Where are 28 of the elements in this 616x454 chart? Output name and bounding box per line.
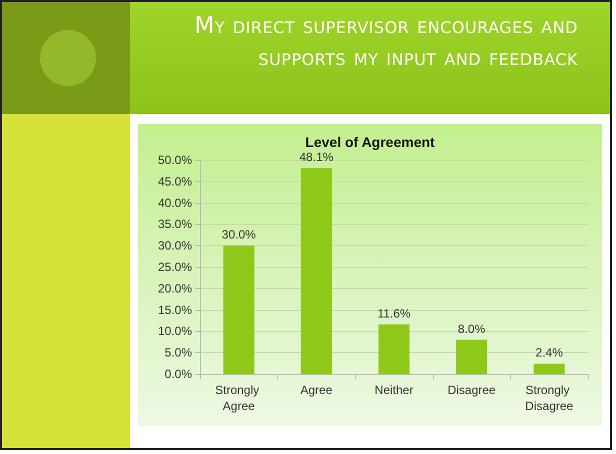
y-tick-label: 35.0% (158, 217, 192, 232)
data-label: 8.0% (458, 322, 486, 336)
y-tick-label: 45.0% (158, 174, 192, 188)
data-label: 30.0% (222, 228, 256, 242)
x-tick-label: Strongly Agree (215, 383, 262, 413)
x-tick-label: Disagree (448, 383, 496, 397)
chart-title: My direct supervisor encourages and supports my input and feedback (193, 12, 578, 73)
y-tick-label: 5.0% (164, 346, 192, 360)
data-label: 2.4% (536, 346, 564, 360)
y-tick-label: 40.0% (158, 196, 192, 210)
y-tick-label: 50.0% (158, 153, 192, 167)
chart-subtitle: Level of Agreement (305, 134, 436, 150)
x-tick-label: Agree (300, 383, 333, 397)
y-tick-label: 0.0% (164, 367, 192, 381)
bar (300, 168, 332, 374)
bar (378, 324, 410, 374)
y-tick-label: 20.0% (158, 281, 192, 296)
data-label: 11.6% (377, 306, 411, 320)
bar (534, 364, 565, 374)
bar (456, 340, 488, 374)
y-tick-label: 10.0% (158, 324, 192, 338)
x-tick-label: Strongly Disagree (525, 383, 574, 413)
data-label: 48.1% (299, 150, 334, 164)
y-tick-label: 30.0% (158, 238, 192, 253)
y-tick-label: 15.0% (158, 302, 192, 317)
bar (223, 246, 254, 374)
x-tick-label: Neither (374, 383, 414, 397)
y-tick-label: 25.0% (158, 260, 192, 274)
